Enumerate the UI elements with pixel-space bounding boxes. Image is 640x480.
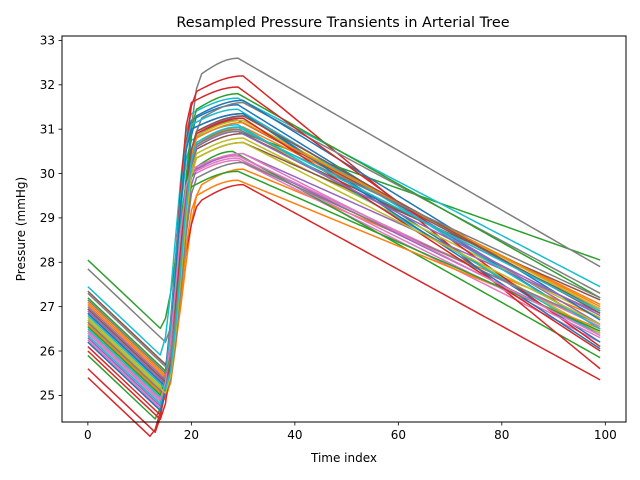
x-axis-label: Time index [310,451,377,465]
y-tick-label: 33 [40,34,55,48]
y-tick-label: 28 [40,256,55,270]
y-tick-label: 30 [40,167,55,181]
y-tick-label: 29 [40,211,55,225]
series-line-40 [87,126,601,390]
series-line-30 [87,108,601,398]
x-tick-label: 40 [287,428,302,442]
x-tick-label: 60 [391,428,406,442]
x-tick-label: 80 [494,428,509,442]
x-tick-label: 0 [84,428,92,442]
y-axis-label: Pressure (mmHg) [14,177,28,281]
x-tick-label: 20 [184,428,199,442]
y-tick-label: 32 [40,78,55,92]
series-line-37 [87,152,601,401]
series-layer [87,57,601,437]
series-line-3 [87,130,601,330]
y-tick-label: 31 [40,122,55,136]
y-axis-ticks: 25 26 27 28 29 30 31 32 33 [40,34,62,403]
y-tick-label: 26 [40,344,55,358]
chart-title: Resampled Pressure Transients in Arteria… [176,15,509,31]
series-line-38 [87,128,601,374]
x-axis-ticks: 0 20 40 60 80 100 [84,422,617,442]
y-tick-label: 25 [40,389,55,403]
plot-frame [61,35,627,423]
y-tick-label: 27 [40,300,55,314]
x-tick-label: 100 [594,428,617,442]
